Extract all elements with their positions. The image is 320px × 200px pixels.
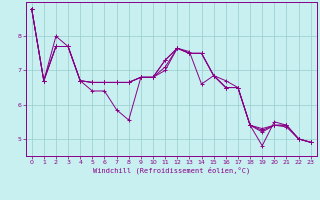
X-axis label: Windchill (Refroidissement éolien,°C): Windchill (Refroidissement éolien,°C) [92,167,250,174]
